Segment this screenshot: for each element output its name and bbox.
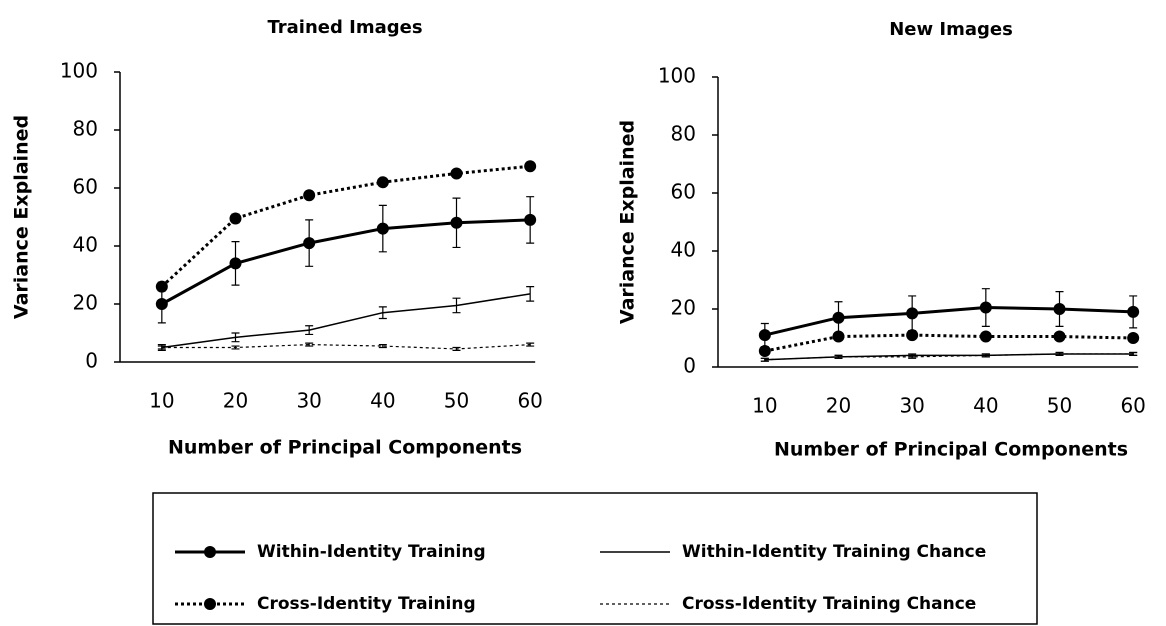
y-tick-label: 100 (658, 64, 696, 88)
legend-label: Within-Identity Training (257, 542, 486, 562)
y-tick-label: 40 (73, 233, 98, 257)
series-line (161, 218, 531, 306)
error-bar (1055, 351, 1064, 356)
data-point (155, 280, 168, 293)
x-axis-label: Number of Principal Components (774, 439, 1128, 461)
x-tick-label: 20 (223, 389, 248, 413)
data-point (450, 216, 463, 229)
error-bar (908, 354, 917, 359)
y-tick-label: 100 (60, 59, 98, 83)
error-bar (231, 332, 240, 343)
x-axis-label: Number of Principal Components (168, 437, 522, 459)
chart-title: New Images (889, 19, 1013, 40)
legend-label: Cross-Identity Training (257, 594, 476, 614)
data-point (376, 176, 389, 189)
x-tick-label: 40 (370, 389, 395, 413)
y-tick-label: 40 (671, 238, 696, 262)
x-tick-label: 50 (1047, 394, 1072, 418)
y-tick-label: 0 (85, 349, 98, 373)
y-tick-label: 60 (73, 175, 98, 199)
data-point (758, 345, 771, 358)
data-point (906, 329, 919, 342)
y-tick-label: 60 (671, 180, 696, 204)
data-point (450, 167, 463, 180)
series-line (764, 306, 1134, 337)
y-tick-label: 80 (671, 122, 696, 146)
data-point (376, 222, 389, 235)
error-bar (231, 345, 240, 350)
series-line (161, 293, 531, 349)
error-bar (378, 344, 387, 349)
x-tick-label: 30 (899, 394, 924, 418)
data-point (303, 189, 316, 202)
error-bar (760, 357, 769, 362)
chart-title: Trained Images (267, 17, 422, 38)
data-point (906, 307, 919, 320)
series-line (764, 353, 1134, 361)
data-point (979, 301, 992, 314)
error-bar (452, 297, 461, 314)
legend-marker (204, 546, 216, 558)
legend-box (152, 492, 1038, 625)
y-tick-label: 80 (73, 117, 98, 141)
x-tick-label: 30 (296, 389, 321, 413)
data-point (524, 213, 537, 226)
data-point (758, 329, 771, 342)
error-bar (526, 286, 535, 302)
error-bar (157, 345, 166, 350)
data-point (229, 212, 242, 225)
error-bar (981, 353, 990, 358)
error-bar (305, 325, 314, 336)
data-point (832, 330, 845, 343)
x-tick-label: 10 (752, 394, 777, 418)
y-tick-label: 0 (683, 354, 696, 378)
series-line (764, 353, 1134, 361)
x-tick-label: 60 (1120, 394, 1145, 418)
x-tick-label: 40 (973, 394, 998, 418)
data-point (524, 160, 537, 173)
error-bar (526, 342, 535, 347)
x-tick-label: 20 (826, 394, 851, 418)
data-point (303, 237, 316, 250)
error-bar (1129, 351, 1138, 356)
data-point (1127, 332, 1140, 344)
data-point (229, 257, 242, 270)
x-tick-label: 10 (149, 389, 174, 413)
error-bar (378, 306, 387, 320)
legend-label: Within-Identity Training Chance (682, 542, 986, 562)
data-point (979, 330, 992, 343)
y-axis-label: Variance Explained (617, 120, 639, 324)
legend-marker (204, 598, 216, 610)
legend-label: Cross-Identity Training Chance (682, 594, 976, 614)
series-line (161, 343, 531, 350)
x-tick-label: 50 (444, 389, 469, 413)
y-tick-label: 20 (73, 291, 98, 315)
series-line (764, 333, 1134, 353)
error-bar (834, 354, 843, 359)
data-point (832, 311, 845, 324)
error-bar (305, 342, 314, 347)
data-point (1127, 305, 1140, 318)
y-axis-label: Variance Explained (11, 115, 33, 319)
data-point (1053, 303, 1066, 315)
x-tick-label: 60 (517, 389, 542, 413)
data-point (155, 298, 168, 310)
error-bar (452, 346, 461, 351)
y-tick-label: 20 (671, 296, 696, 320)
series-line (160, 164, 531, 288)
data-point (1053, 330, 1066, 343)
